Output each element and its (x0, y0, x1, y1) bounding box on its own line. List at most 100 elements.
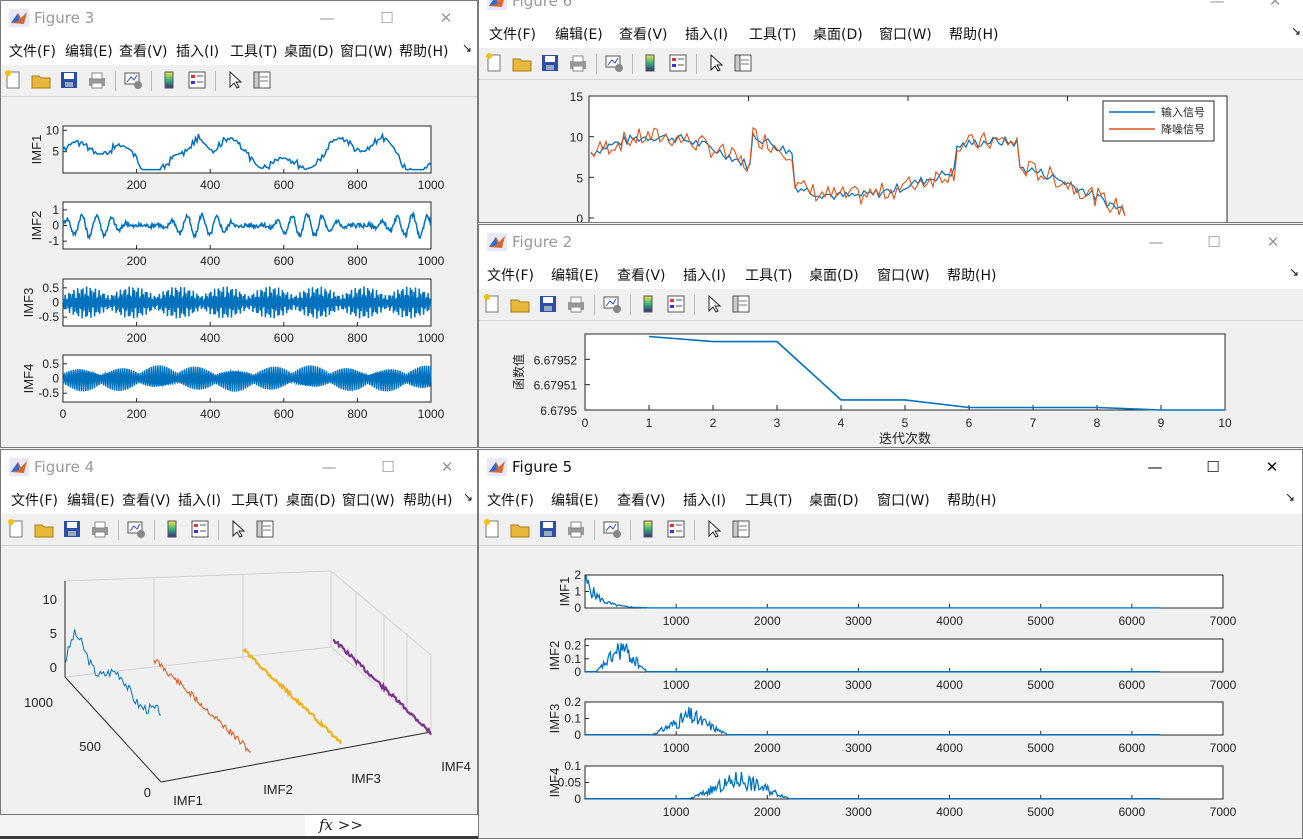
legend-icon[interactable] (666, 519, 686, 539)
dock-arrow-icon[interactable]: ↘ (462, 41, 473, 55)
open-file-icon[interactable] (512, 53, 532, 73)
maximize-button[interactable]: ☐ (1206, 458, 1220, 476)
link-plot-icon[interactable] (123, 70, 143, 90)
legend-icon[interactable] (190, 519, 210, 539)
colorbar-icon[interactable] (638, 294, 658, 314)
open-file-icon[interactable] (510, 294, 530, 314)
minimize-button[interactable]: — (1148, 233, 1164, 251)
menu-tools[interactable]: 工具(T) (230, 44, 278, 60)
save-icon[interactable] (538, 294, 558, 314)
save-icon[interactable] (538, 519, 558, 539)
minimize-button[interactable]: — (1209, 0, 1225, 10)
legend-icon[interactable] (666, 294, 686, 314)
menu-window[interactable]: 窗口(W) (879, 27, 932, 43)
menu-file[interactable]: 文件(F) (9, 44, 56, 60)
new-figure-icon[interactable] (484, 53, 504, 73)
link-plot-icon[interactable] (602, 519, 622, 539)
pointer-icon[interactable] (225, 70, 245, 90)
close-button[interactable]: ✕ (440, 458, 454, 476)
menu-insert[interactable]: 插入(I) (683, 268, 727, 284)
command-prompt[interactable]: >> (337, 816, 363, 834)
menu-desktop[interactable]: 桌面(D) (284, 44, 334, 60)
menu-edit[interactable]: 编辑(E) (65, 44, 113, 60)
menu-file[interactable]: 文件(F) (487, 268, 534, 284)
colorbar-icon[interactable] (162, 519, 182, 539)
menu-help[interactable]: 帮助(H) (947, 268, 997, 284)
menu-tools[interactable]: 工具(T) (745, 493, 793, 509)
menu-tools[interactable]: 工具(T) (231, 493, 279, 509)
menu-view[interactable]: 查看(V) (122, 493, 171, 509)
print-icon[interactable] (87, 70, 107, 90)
maximize-button[interactable]: ☐ (380, 9, 394, 27)
menu-desktop[interactable]: 桌面(D) (813, 27, 863, 43)
menu-view[interactable]: 查看(V) (619, 27, 668, 43)
figure2-window[interactable]: Figure 2 — ☐ ✕ 文件(F) 编辑(E) 查看(V) 插入(I) 工具(T)… (478, 224, 1303, 448)
menu-insert[interactable]: 插入(I) (176, 44, 220, 60)
save-icon[interactable] (540, 53, 560, 73)
pointer-icon[interactable] (704, 519, 724, 539)
menu-tools[interactable]: 工具(T) (749, 27, 797, 43)
pointer-icon[interactable] (706, 53, 726, 73)
menu-help[interactable]: 帮助(H) (403, 493, 453, 509)
dock-arrow-icon[interactable]: ↘ (1291, 24, 1302, 38)
colorbar-icon[interactable] (159, 70, 179, 90)
property-editor-icon[interactable] (733, 53, 753, 73)
menu-edit[interactable]: 编辑(E) (67, 493, 115, 509)
property-editor-icon[interactable] (252, 70, 272, 90)
menu-window[interactable]: 窗口(W) (877, 268, 930, 284)
new-figure-icon[interactable] (3, 70, 23, 90)
link-plot-icon[interactable] (604, 53, 624, 73)
maximize-button[interactable]: ☐ (1207, 233, 1221, 251)
link-plot-icon[interactable] (126, 519, 146, 539)
open-file-icon[interactable] (510, 519, 530, 539)
print-icon[interactable] (90, 519, 110, 539)
minimize-button[interactable]: — (319, 9, 335, 27)
menu-window[interactable]: 窗口(W) (877, 493, 930, 509)
menu-file[interactable]: 文件(F) (11, 493, 58, 509)
property-editor-icon[interactable] (731, 294, 751, 314)
menu-edit[interactable]: 编辑(E) (555, 27, 603, 43)
close-button[interactable]: ✕ (1268, 0, 1282, 10)
minimize-button[interactable]: — (321, 458, 337, 476)
menu-file[interactable]: 文件(F) (489, 27, 536, 43)
new-figure-icon[interactable] (6, 519, 26, 539)
close-button[interactable]: ✕ (439, 9, 453, 27)
figure4-window[interactable]: Figure 4 — ☐ ✕ 文件(F) 编辑(E) 查看(V) 插入(I) 工具(T)… (0, 449, 478, 815)
menu-tools[interactable]: 工具(T) (745, 268, 793, 284)
open-file-icon[interactable] (31, 70, 51, 90)
pointer-icon[interactable] (228, 519, 248, 539)
minimize-button[interactable]: — (1147, 458, 1163, 476)
menu-help[interactable]: 帮助(H) (399, 44, 449, 60)
dock-arrow-icon[interactable]: ↘ (1289, 265, 1300, 279)
print-icon[interactable] (566, 519, 586, 539)
print-icon[interactable] (566, 294, 586, 314)
save-icon[interactable] (62, 519, 82, 539)
link-plot-icon[interactable] (602, 294, 622, 314)
figure6-window[interactable]: Figure 6 — ☐ ✕ 文件(F) 编辑(E) 查看(V) 插入(I) 工具(T)… (478, 0, 1303, 223)
close-button[interactable]: ✕ (1265, 458, 1279, 476)
open-file-icon[interactable] (34, 519, 54, 539)
new-figure-icon[interactable] (482, 519, 502, 539)
menu-view[interactable]: 查看(V) (617, 493, 666, 509)
title-bar[interactable]: Figure 2 — ☐ ✕ (479, 225, 1303, 259)
menu-desktop[interactable]: 桌面(D) (809, 268, 859, 284)
menu-view[interactable]: 查看(V) (617, 268, 666, 284)
dock-arrow-icon[interactable]: ↘ (1285, 490, 1296, 504)
maximize-button[interactable]: ☐ (381, 458, 395, 476)
menu-window[interactable]: 窗口(W) (340, 44, 393, 60)
legend-icon[interactable] (668, 53, 688, 73)
title-bar[interactable]: Figure 4 — ☐ ✕ (1, 450, 477, 484)
pointer-icon[interactable] (704, 294, 724, 314)
menu-insert[interactable]: 插入(I) (178, 493, 222, 509)
menu-insert[interactable]: 插入(I) (685, 27, 729, 43)
property-editor-icon[interactable] (255, 519, 275, 539)
close-button[interactable]: ✕ (1266, 233, 1280, 251)
title-bar[interactable]: Figure 3 — ☐ ✕ (1, 1, 477, 35)
menu-edit[interactable]: 编辑(E) (551, 268, 599, 284)
menu-help[interactable]: 帮助(H) (947, 493, 997, 509)
title-bar[interactable]: Figure 6 — ☐ ✕ (479, 0, 1303, 18)
menu-window[interactable]: 窗口(W) (342, 493, 395, 509)
figure3-window[interactable]: Figure 3 — ☐ ✕ 文件(F) 编辑(E) 查看(V) 插入(I) 工具(T)… (0, 0, 478, 448)
menu-view[interactable]: 查看(V) (119, 44, 168, 60)
legend-icon[interactable] (187, 70, 207, 90)
